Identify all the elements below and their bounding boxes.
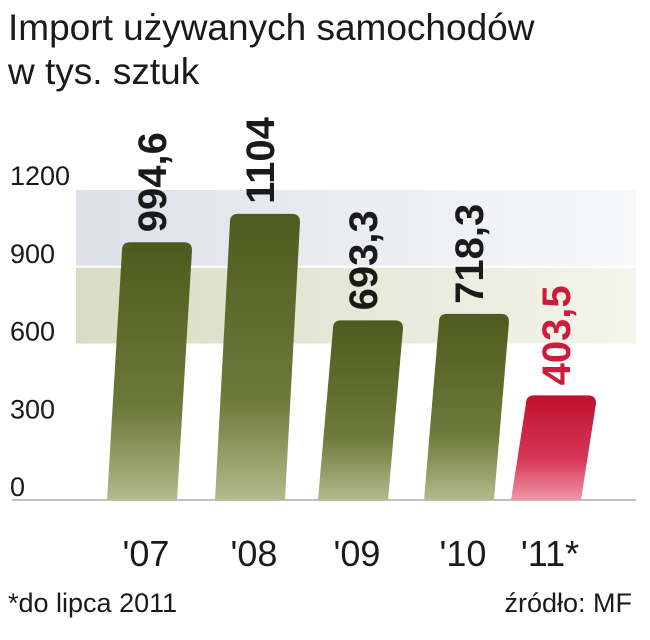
chart-title-line-2: w tys. sztuk <box>8 51 200 92</box>
source-note: źródło: MF <box>504 588 632 618</box>
x-axis-ticks: '07 '08 '09 '10 '11* <box>123 533 580 574</box>
chart-title: Import używanych samochodów w tys. sztuk <box>8 6 628 94</box>
footnote: *do lipca 2011 <box>8 588 178 618</box>
x-tick-label-0: '07 <box>123 533 170 574</box>
y-tick-label-600: 600 <box>10 317 55 347</box>
bar-1 <box>215 213 300 500</box>
value-label-0: 994,6 <box>131 132 175 232</box>
y-tick-label-0: 0 <box>10 472 25 502</box>
x-tick-label-2: '09 <box>334 533 381 574</box>
x-tick-label-4: '11* <box>521 533 579 574</box>
y-tick-label-300: 300 <box>10 394 55 424</box>
value-label-1: 1104 <box>239 116 283 204</box>
x-tick-label-3: '10 <box>440 533 487 574</box>
y-tick-label-1200: 1200 <box>10 161 70 191</box>
y-tick-label-900: 900 <box>10 239 55 269</box>
value-label-4: 403,5 <box>535 285 579 385</box>
bars <box>107 213 596 500</box>
bar-4 <box>511 395 596 500</box>
bar-0 <box>107 242 192 500</box>
y-axis-ticks: 0 300 600 900 1200 <box>10 161 70 502</box>
chart-title-line-1: Import używanych samochodów <box>8 7 535 48</box>
bar-2 <box>318 320 403 500</box>
value-label-2: 693,3 <box>342 210 386 310</box>
value-label-3: 718,3 <box>448 204 492 304</box>
bar-3 <box>424 313 509 500</box>
x-tick-label-1: '08 <box>231 533 278 574</box>
value-labels: 994,6 1104 693,3 718,3 403,5 <box>131 116 579 385</box>
